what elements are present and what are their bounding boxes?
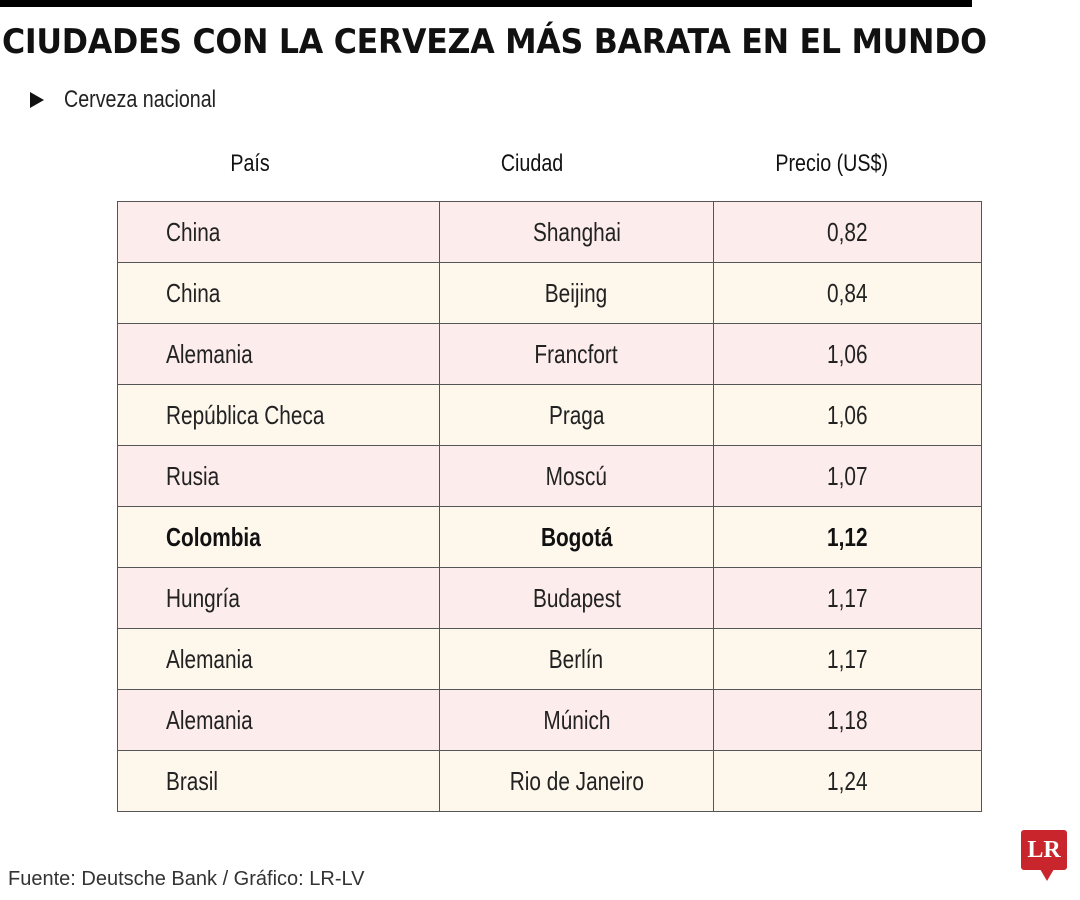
cell-precio: 1,17	[712, 628, 983, 690]
cell-ciudad: Bogotá	[439, 506, 714, 568]
cell-pais: Alemania	[116, 628, 441, 690]
cell-ciudad: Rio de Janeiro	[439, 750, 714, 812]
cell-ciudad: Beijing	[439, 262, 714, 324]
table-header: País Ciudad Precio (US$)	[118, 150, 982, 190]
cell-pais: China	[116, 262, 441, 324]
cell-ciudad: Francfort	[439, 323, 714, 385]
cell-pais: Rusia	[116, 445, 441, 507]
cell-ciudad: Shanghai	[439, 201, 714, 263]
lr-logo-icon: LR	[1021, 830, 1067, 870]
cell-ciudad: Múnich	[439, 689, 714, 751]
table-row-highlighted: Colombia Bogotá 1,12	[116, 506, 983, 568]
subtitle-text: Cerveza nacional	[64, 86, 217, 113]
cell-pais: China	[116, 201, 441, 263]
table-row: China Beijing 0,84	[116, 262, 983, 324]
subtitle: Cerveza nacional	[30, 86, 249, 114]
cell-precio: 1,17	[712, 567, 983, 629]
cell-pais: Brasil	[116, 750, 441, 812]
cell-precio: 0,84	[712, 262, 983, 324]
table-row: Alemania Francfort 1,06	[116, 323, 983, 385]
cell-ciudad: Praga	[439, 384, 714, 446]
cell-pais: República Checa	[116, 384, 441, 446]
logo-speech-tail	[1040, 869, 1054, 881]
cell-pais: Hungría	[116, 567, 441, 629]
price-table: China Shanghai 0,82 China Beijing 0,84 A…	[116, 201, 983, 812]
cell-ciudad: Berlín	[439, 628, 714, 690]
table-row: Alemania Berlín 1,17	[116, 628, 983, 690]
cell-ciudad: Budapest	[439, 567, 714, 629]
source-credit: Fuente: Deutsche Bank / Gráfico: LR-LV	[8, 868, 365, 890]
table-row: Hungría Budapest 1,17	[116, 567, 983, 629]
cell-precio: 1,06	[712, 384, 983, 446]
table-row: República Checa Praga 1,06	[116, 384, 983, 446]
chart-title: CIUDADES CON LA CERVEZA MÁS BARATA EN EL…	[2, 22, 987, 62]
top-rule	[0, 0, 972, 7]
cell-precio: 1,24	[712, 750, 983, 812]
cell-precio: 0,82	[712, 201, 983, 263]
cell-precio: 1,06	[712, 323, 983, 385]
cell-ciudad: Moscú	[439, 445, 714, 507]
triangle-right-icon	[30, 92, 44, 108]
cell-precio: 1,12	[712, 506, 983, 568]
table-row: Alemania Múnich 1,18	[116, 689, 983, 751]
table-row: Rusia Moscú 1,07	[116, 445, 983, 507]
cell-precio: 1,18	[712, 689, 983, 751]
cell-pais: Colombia	[116, 506, 441, 568]
cell-pais: Alemania	[116, 323, 441, 385]
column-header-ciudad: Ciudad	[500, 150, 564, 177]
column-header-precio: Precio (US$)	[775, 150, 889, 177]
table-row: Brasil Rio de Janeiro 1,24	[116, 750, 983, 812]
cell-precio: 1,07	[712, 445, 983, 507]
cell-pais: Alemania	[116, 689, 441, 751]
table-row: China Shanghai 0,82	[116, 201, 983, 263]
column-header-pais: País	[230, 150, 270, 177]
